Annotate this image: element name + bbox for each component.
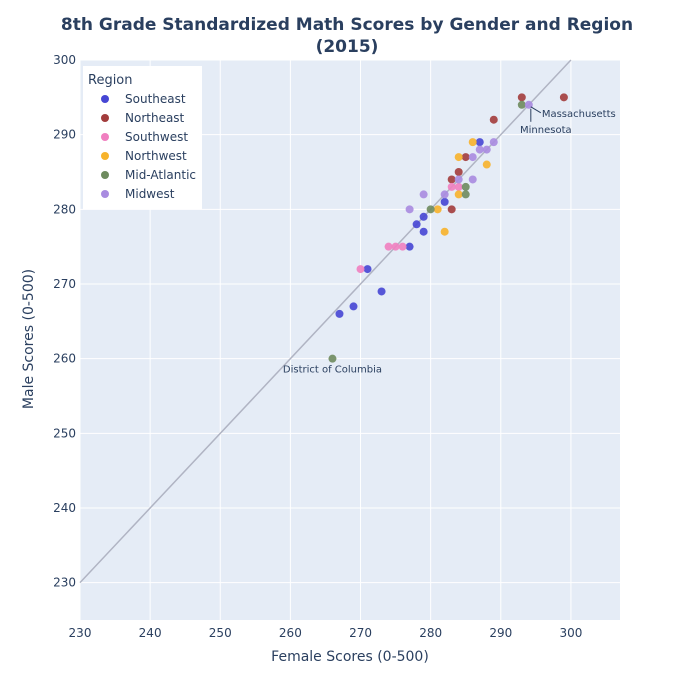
y-tick-label: 260 — [53, 352, 76, 366]
x-tick-label: 250 — [209, 626, 232, 640]
data-point — [412, 220, 421, 229]
data-point — [468, 153, 477, 162]
legend-label: Mid-Atlantic — [125, 168, 196, 182]
data-point — [356, 265, 365, 274]
x-tick-label: 280 — [419, 626, 442, 640]
data-point — [475, 138, 484, 147]
data-point — [419, 212, 428, 221]
series-northwest — [433, 138, 491, 236]
legend-marker — [101, 133, 109, 141]
data-point — [468, 138, 477, 147]
data-point — [517, 100, 526, 109]
data-point — [461, 182, 470, 191]
data-point — [461, 190, 470, 199]
y-tick-labels: 230 240 250 260 270 280 290 300 — [53, 53, 76, 590]
data-point — [349, 302, 358, 311]
legend-marker — [101, 171, 109, 179]
data-point — [363, 265, 372, 274]
chart-title: 8th Grade Standardized Math Scores by Ge… — [61, 15, 633, 35]
data-points — [328, 93, 568, 363]
annotations: District of Columbia Massachusetts Minneso… — [283, 106, 616, 376]
data-point — [482, 160, 491, 169]
y-tick-label: 280 — [53, 202, 76, 216]
data-point — [328, 354, 337, 363]
data-point — [419, 190, 428, 199]
legend-marker — [101, 152, 109, 160]
data-point — [440, 190, 449, 199]
data-point — [454, 182, 463, 191]
y-tick-label: 270 — [53, 277, 76, 291]
legend-title: Region — [88, 73, 133, 88]
data-point — [489, 138, 498, 147]
data-point — [391, 242, 400, 251]
legend-label: Southeast — [125, 92, 186, 106]
data-point — [419, 227, 428, 236]
x-tick-labels: 230 240 250 260 270 280 290 300 — [69, 626, 583, 640]
x-tick-label: 270 — [349, 626, 372, 640]
legend-label: Northwest — [125, 149, 187, 163]
x-tick-label: 240 — [139, 626, 162, 640]
y-tick-label: 290 — [53, 128, 76, 142]
data-point — [517, 93, 526, 102]
legend-label: Northeast — [125, 111, 185, 125]
y-tick-label: 230 — [53, 576, 76, 590]
y-tick-label: 300 — [53, 53, 76, 67]
data-point — [489, 115, 498, 124]
series-southwest — [356, 182, 463, 274]
gridlines — [79, 59, 620, 620]
data-point — [440, 227, 449, 236]
data-point — [377, 287, 386, 296]
data-point — [461, 153, 470, 162]
data-point — [454, 168, 463, 176]
data-point — [454, 153, 463, 162]
series-mid-atlantic — [328, 100, 526, 363]
legend-label: Southwest — [125, 130, 188, 144]
data-point — [384, 242, 393, 251]
legend-marker — [101, 95, 109, 103]
data-point — [426, 205, 435, 214]
annotation-label: Minnesota — [520, 125, 572, 136]
legend-marker — [101, 114, 109, 122]
legend: Region Southeast Northeast Southwest Northw… — [83, 66, 202, 209]
y-tick-label: 250 — [53, 426, 76, 440]
data-point — [454, 175, 463, 184]
data-point — [405, 205, 414, 214]
x-tick-label: 230 — [69, 626, 92, 640]
series-southeast — [335, 138, 484, 318]
legend-marker — [101, 190, 109, 198]
data-point — [559, 93, 568, 102]
data-point — [447, 182, 456, 191]
annotation-label: Massachusetts — [542, 109, 616, 120]
legend-label: Midwest — [125, 187, 175, 201]
data-point — [405, 242, 414, 251]
data-point — [447, 205, 456, 214]
series-midwest — [405, 100, 533, 214]
data-point — [468, 175, 477, 184]
y-axis-title: Male Scores (0-500) — [21, 269, 37, 409]
chart-title-line2: (2015) — [316, 37, 379, 57]
data-point — [398, 242, 407, 251]
x-axis-title: Female Scores (0-500) — [271, 649, 429, 665]
annotation-arrow — [530, 106, 542, 114]
data-point — [454, 190, 463, 199]
x-tick-label: 260 — [279, 626, 302, 640]
data-point — [447, 175, 456, 184]
x-tick-label: 300 — [559, 626, 582, 640]
annotation-label: District of Columbia — [283, 365, 382, 376]
data-point — [475, 145, 484, 154]
series-northeast — [447, 93, 568, 214]
y-tick-label: 240 — [53, 501, 76, 515]
data-point — [335, 309, 344, 318]
data-point — [440, 197, 449, 206]
x-tick-label: 290 — [489, 626, 512, 640]
data-point — [433, 205, 442, 214]
data-point — [482, 145, 491, 154]
